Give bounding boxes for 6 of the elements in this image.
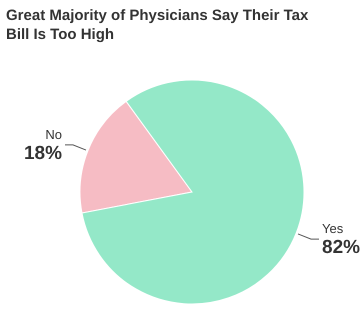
slice-label: Yes <box>322 221 344 236</box>
pie-slice <box>81 80 304 304</box>
chart-title: Great Majority of Physicians Say Their Tax Bill Is Too High <box>6 7 309 43</box>
data-label: 82% <box>322 237 360 258</box>
slice-label: No <box>45 126 62 142</box>
data-label: 18% <box>24 142 62 164</box>
